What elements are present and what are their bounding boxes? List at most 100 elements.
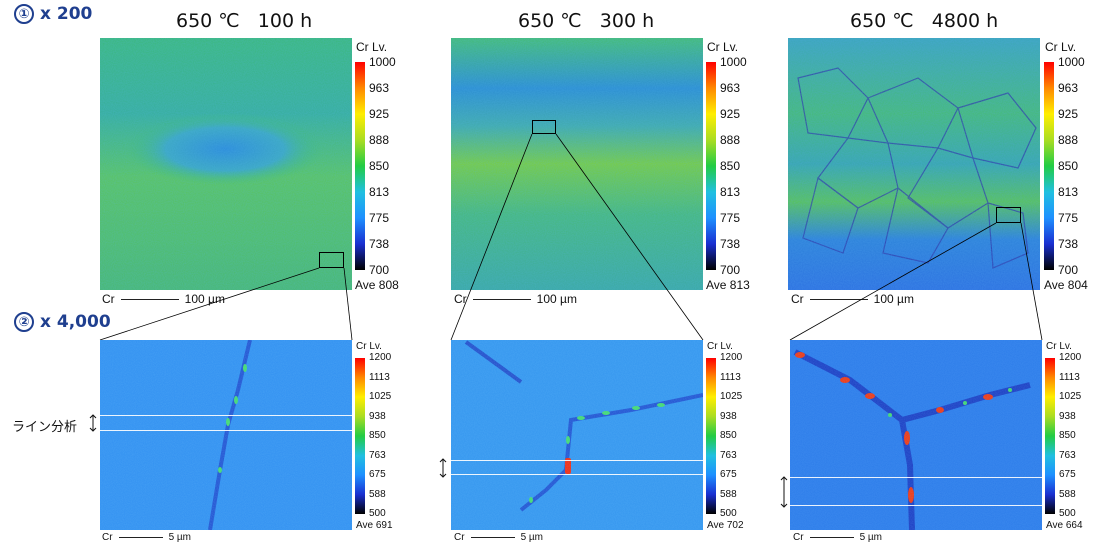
colorbar-tick-label: 813 bbox=[1058, 184, 1079, 199]
line-analysis-label: ライン分析 bbox=[12, 420, 78, 435]
colorbar-tick-label: 938 bbox=[720, 410, 737, 422]
colorbar-tick-label: 675 bbox=[369, 469, 386, 480]
colorbar-tick-label: 938 bbox=[369, 410, 386, 422]
average-value: Ave 808 bbox=[355, 278, 399, 292]
cr-map-x4000-100h bbox=[100, 340, 352, 530]
average-value: Ave 804 bbox=[1044, 278, 1088, 292]
row2-label: ② x 4,000 bbox=[14, 312, 111, 332]
element-label: Cr bbox=[793, 532, 804, 543]
line-analysis-top bbox=[790, 477, 1042, 478]
cr-map-x4000-300h bbox=[451, 340, 703, 530]
colorbar-tick-label: 763 bbox=[1059, 449, 1076, 461]
scale-bar: Cr 5 µm bbox=[102, 532, 191, 543]
colorbar-tick-label: 850 bbox=[369, 430, 386, 441]
colorbar-tick-label: 1025 bbox=[369, 391, 392, 402]
condition-title-4800h: 650 ℃ 4800 h bbox=[850, 10, 999, 32]
average-value: Ave 691 bbox=[356, 520, 393, 531]
line-analysis-bottom bbox=[100, 430, 352, 431]
colorbar-tick-label: 763 bbox=[720, 449, 737, 461]
scale-line bbox=[809, 298, 868, 300]
colorbar-tick-label: 1000 bbox=[369, 54, 396, 69]
colorbar-title: Cr Lv. bbox=[1045, 40, 1077, 54]
cr-map-x200-100h bbox=[100, 38, 352, 290]
line-analysis-bottom bbox=[451, 474, 703, 475]
colorbar-tick-label: 700 bbox=[720, 262, 741, 277]
colorbar-tick-label: 738 bbox=[1058, 236, 1079, 251]
scale-line bbox=[120, 298, 179, 300]
colorbar-tick-label: 700 bbox=[369, 262, 390, 277]
colorbar-tick-label: 963 bbox=[1058, 80, 1079, 95]
zoom-region-box bbox=[319, 252, 344, 268]
cr-map-x4000-4800h bbox=[790, 340, 1042, 530]
scale-length: 100 µm bbox=[536, 292, 577, 306]
double-arrow-icon bbox=[438, 458, 448, 481]
colorbar-title: Cr Lv. bbox=[356, 341, 382, 352]
colorbar-tick-label: 888 bbox=[1058, 132, 1079, 147]
element-label: Cr bbox=[454, 532, 465, 543]
scale-line bbox=[118, 537, 163, 538]
colorbar-tick-label: 1113 bbox=[1059, 371, 1080, 383]
colorbar-tick-label: 888 bbox=[369, 132, 390, 147]
colorbar bbox=[1044, 62, 1054, 270]
colorbar-tick-label: 500 bbox=[369, 508, 386, 519]
scale-bar: Cr 5 µm bbox=[793, 532, 882, 543]
colorbar-tick-label: 1200 bbox=[720, 352, 743, 363]
colorbar-tick-label: 963 bbox=[720, 80, 741, 95]
element-label: Cr bbox=[102, 532, 113, 543]
average-value: Ave 664 bbox=[1046, 520, 1083, 531]
scale-line bbox=[472, 298, 531, 300]
row2-magnification: x 4,000 bbox=[40, 312, 111, 332]
colorbar-tick-label: 588 bbox=[369, 488, 386, 500]
element-label: Cr bbox=[454, 292, 467, 306]
colorbar-title: Cr Lv. bbox=[356, 40, 388, 54]
colorbar-tick-label: 775 bbox=[720, 210, 741, 225]
scale-length: 5 µm bbox=[520, 532, 543, 543]
colorbar-tick-label: 700 bbox=[1058, 262, 1079, 277]
double-arrow-icon bbox=[88, 414, 98, 435]
scale-length: 5 µm bbox=[168, 532, 191, 543]
colorbar-title: Cr Lv. bbox=[707, 40, 739, 54]
colorbar bbox=[706, 62, 716, 270]
colorbar-tick-label: 775 bbox=[369, 210, 390, 225]
colorbar bbox=[1045, 358, 1055, 514]
average-value: Ave 813 bbox=[706, 278, 750, 292]
row1-magnification: x 200 bbox=[40, 4, 93, 24]
colorbar-tick-label: 763 bbox=[369, 449, 386, 461]
line-analysis-bottom bbox=[790, 505, 1042, 506]
colorbar-tick-label: 588 bbox=[1059, 488, 1076, 500]
colorbar-tick-label: 850 bbox=[720, 158, 741, 173]
row1-label: ① x 200 bbox=[14, 4, 92, 24]
colorbar-tick-label: 888 bbox=[720, 132, 741, 147]
line-analysis-top bbox=[100, 415, 352, 416]
colorbar-tick-label: 850 bbox=[720, 430, 737, 441]
colorbar-tick-label: 1025 bbox=[720, 391, 743, 402]
colorbar-tick-label: 738 bbox=[369, 236, 390, 251]
average-value: Ave 702 bbox=[707, 520, 744, 531]
colorbar-tick-label: 925 bbox=[1058, 106, 1079, 121]
scale-length: 100 µm bbox=[873, 292, 914, 306]
colorbar bbox=[706, 358, 716, 514]
colorbar bbox=[355, 358, 365, 514]
colorbar-tick-label: 500 bbox=[1059, 508, 1076, 519]
colorbar-tick-label: 850 bbox=[1059, 430, 1076, 441]
colorbar-tick-label: 1200 bbox=[369, 352, 392, 363]
colorbar-title: Cr Lv. bbox=[707, 341, 733, 352]
scale-bar: Cr 100 µm bbox=[102, 292, 225, 306]
cr-map-x200-4800h bbox=[788, 38, 1040, 290]
scale-length: 5 µm bbox=[859, 532, 882, 543]
double-arrow-icon bbox=[779, 476, 789, 511]
colorbar-title: Cr Lv. bbox=[1046, 341, 1072, 352]
colorbar-tick-label: 1000 bbox=[720, 54, 747, 69]
zoom-region-box bbox=[996, 207, 1021, 223]
colorbar-tick-label: 850 bbox=[1058, 158, 1079, 173]
colorbar-tick-label: 963 bbox=[369, 80, 390, 95]
scale-length: 100 µm bbox=[184, 292, 225, 306]
colorbar-tick-label: 738 bbox=[720, 236, 741, 251]
scale-line bbox=[470, 537, 515, 538]
colorbar-tick-label: 1113 bbox=[369, 371, 390, 383]
colorbar-tick-label: 1113 bbox=[720, 371, 741, 383]
colorbar-tick-label: 1200 bbox=[1059, 352, 1082, 363]
scale-bar: Cr 100 µm bbox=[791, 292, 914, 306]
colorbar-tick-label: 675 bbox=[720, 469, 737, 480]
row2-number: ② bbox=[14, 312, 34, 332]
